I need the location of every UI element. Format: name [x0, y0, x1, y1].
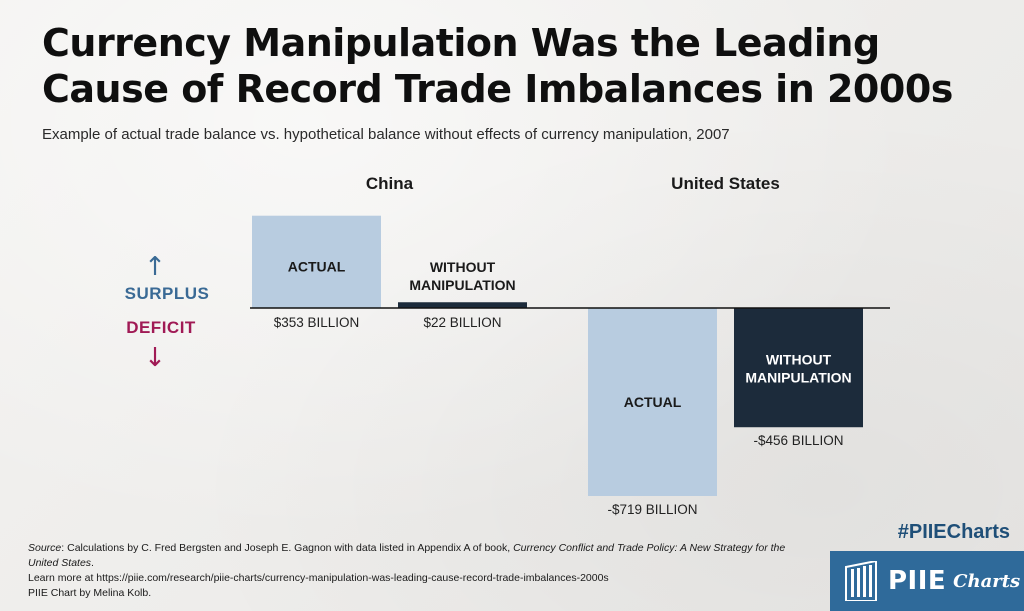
source-label: Source: [28, 542, 62, 554]
value-label-china-actual: $353 BILLION: [274, 315, 360, 330]
down-arrow-icon: ↓: [144, 343, 166, 373]
bar-label-united-states-without-manipulation: WITHOUT MANIPULATION: [745, 352, 851, 386]
bar-united-states-without-manipulation: [734, 308, 863, 428]
chart-title: Currency Manipulation Was the Leading Ca…: [42, 21, 953, 111]
logo-wordmark: PIIE: [888, 566, 947, 596]
building-icon: [845, 561, 877, 601]
value-label-united-states-actual: -$719 BILLION: [607, 502, 697, 517]
bar-china-without-manipulation: [398, 302, 527, 308]
footer-notes: Source: Calculations by C. Fred Bergsten…: [28, 541, 818, 601]
logo-subtitle: Charts: [953, 570, 1021, 592]
up-arrow-icon: ↑: [144, 252, 166, 282]
source-note: Source: Calculations by C. Fred Bergsten…: [28, 541, 818, 571]
hashtag[interactable]: #PIIECharts: [897, 521, 1010, 543]
bar-label-united-states-actual: ACTUAL: [624, 394, 682, 410]
book-title: Currency Conflict and Trade Policy: A Ne…: [28, 542, 786, 569]
chart-credit: PIIE Chart by Melina Kolb.: [28, 587, 152, 599]
group-label-china: China: [366, 174, 414, 193]
piie-charts-logo[interactable]: PIIE Charts: [830, 551, 1024, 611]
bar-united-states-actual: [588, 308, 717, 496]
value-label-united-states-without-manipulation: -$456 BILLION: [753, 433, 843, 448]
bar-label-china-without-manipulation: WITHOUT MANIPULATION: [409, 259, 515, 293]
deficit-label: DEFICIT: [126, 318, 196, 337]
chart-subtitle: Example of actual trade balance vs. hypo…: [42, 126, 730, 143]
bar-label-china-actual: ACTUAL: [288, 259, 346, 275]
bar-china-actual: [252, 215, 381, 308]
group-label-united-states: United States: [671, 174, 780, 193]
value-label-china-without-manipulation: $22 BILLION: [423, 315, 501, 330]
surplus-label: SURPLUS: [125, 284, 210, 303]
source-text: : Calculations by C. Fred Bergsten and J…: [61, 542, 514, 554]
learn-more-link[interactable]: Learn more at https://piie.com/research/…: [28, 572, 609, 584]
source-text-end: .: [91, 557, 94, 569]
